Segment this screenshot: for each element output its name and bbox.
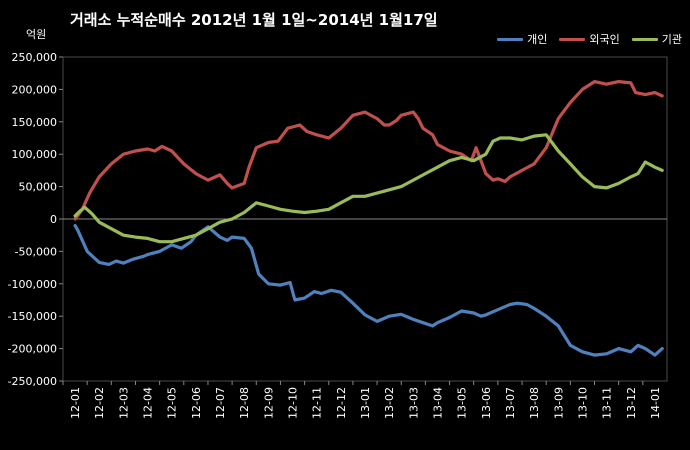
series-group [73, 79, 664, 357]
y-axis: 250,000 200,000 150,000 100,000 50,000 0 -50,0… [8, 51, 667, 388]
x-tick-label: 13-10 [576, 387, 589, 419]
y-tick-label: -50,000 [15, 245, 57, 258]
x-tick-label: 12-06 [190, 387, 203, 419]
x-tick-label: 12-10 [287, 387, 300, 419]
x-tick-label: 13-05 [456, 387, 469, 419]
x-tick-label: 13-03 [407, 387, 420, 419]
legend-item-institution: 기관 [631, 31, 682, 47]
legend-item-individual: 개인 [497, 31, 547, 47]
series-line-foreign [73, 79, 664, 221]
x-tick-label: 14-01 [649, 387, 662, 419]
x-tick-label: 13-01 [359, 387, 372, 419]
x-tick-label: 12-01 [69, 387, 82, 419]
y-tick-label: -100,000 [8, 278, 57, 291]
x-tick-label: 12-07 [214, 387, 227, 419]
series-line-individual [73, 223, 664, 357]
x-tick-label: 12-05 [166, 387, 179, 419]
x-tick-label: 12-09 [262, 387, 275, 419]
y-axis-unit-label: 억원 [26, 28, 47, 41]
x-tick-label: 13-12 [625, 387, 638, 419]
chart-title: 거래소 누적순매수 2012년 1월 1일~2014년 1월17일 [70, 11, 438, 29]
series-line-institution [73, 133, 664, 244]
y-tick-label: 100,000 [12, 148, 58, 161]
x-tick-label: 12-12 [335, 387, 348, 419]
y-tick-label: -200,000 [8, 343, 57, 356]
x-tick-label: 13-09 [552, 387, 565, 419]
y-tick-label: -150,000 [8, 310, 57, 323]
legend-label-foreign: 외국인 [589, 33, 620, 46]
x-tick-label: 12-03 [117, 387, 130, 419]
x-tick-label: 13-11 [601, 387, 614, 419]
legend-label-institution: 기관 [661, 33, 682, 46]
legend-swatch-institution [631, 37, 658, 41]
legend-item-foreign: 외국인 [559, 31, 620, 47]
y-tick-label: 200,000 [12, 83, 58, 96]
legend: 개인 외국인 기관 [497, 31, 682, 47]
y-tick-label: 150,000 [12, 116, 58, 129]
legend-label-individual: 개인 [527, 33, 548, 46]
x-tick-label: 12-11 [311, 387, 324, 419]
x-tick-label: 12-04 [142, 387, 155, 419]
x-tick-label: 13-08 [528, 387, 541, 419]
y-tick-label: -250,000 [8, 375, 57, 388]
x-tick-label: 13-06 [480, 387, 493, 419]
x-tick-label: 13-07 [504, 387, 517, 419]
y-tick-label: 0 [50, 213, 57, 226]
y-tick-label: 250,000 [12, 51, 58, 64]
legend-swatch-individual [497, 37, 524, 41]
x-axis: 12-01 12-02 12-03 12-04 12-05 12-06 12-07 12-08… [62, 381, 662, 419]
legend-swatch-foreign [559, 37, 586, 41]
x-tick-label: 13-04 [431, 387, 444, 419]
x-tick-label: 12-08 [238, 387, 251, 419]
x-tick-label: 13-02 [383, 387, 396, 419]
y-tick-label: 50,000 [19, 181, 58, 194]
x-tick-label: 12-02 [93, 387, 106, 419]
